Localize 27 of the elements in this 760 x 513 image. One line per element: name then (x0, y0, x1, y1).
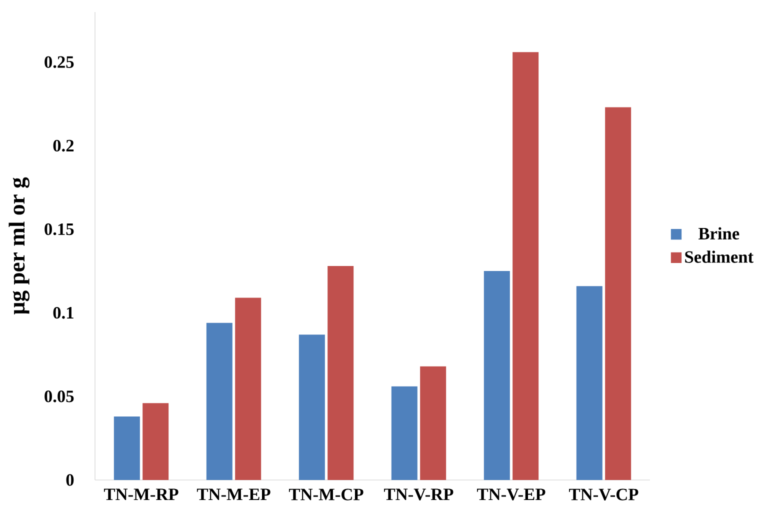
bar (420, 366, 446, 480)
y-tick-label: 0.2 (53, 140, 74, 152)
bar (576, 286, 602, 480)
bar (298, 334, 325, 480)
bar (206, 322, 232, 480)
y-tick-label: 0.15 (44, 223, 74, 236)
x-tick-label: TN-M-RP (104, 488, 178, 500)
bar (114, 416, 140, 480)
x-tick-label: TN-V-CP (569, 488, 638, 500)
bar (512, 52, 539, 480)
bar (235, 298, 262, 480)
x-tick-label: TN-M-CP (288, 488, 364, 500)
y-tick-label: 0.05 (44, 390, 74, 402)
legend-label: Brine (698, 227, 740, 240)
bar (391, 386, 418, 480)
y-tick-label: 0.25 (44, 56, 74, 68)
bar (484, 271, 510, 480)
y-axis-title: µg per ml or g (8, 177, 30, 314)
legend-label: Sediment (685, 250, 754, 263)
y-tick-label: 0.1 (53, 306, 74, 319)
y-tick-label: 0 (66, 474, 74, 486)
x-tick-label: TN-V-EP (477, 488, 546, 500)
bar (605, 107, 632, 480)
x-tick-label: TN-V-RP (384, 488, 454, 500)
x-tick-label: TN-M-EP (196, 488, 270, 500)
bar (328, 266, 354, 480)
bar (142, 403, 169, 480)
